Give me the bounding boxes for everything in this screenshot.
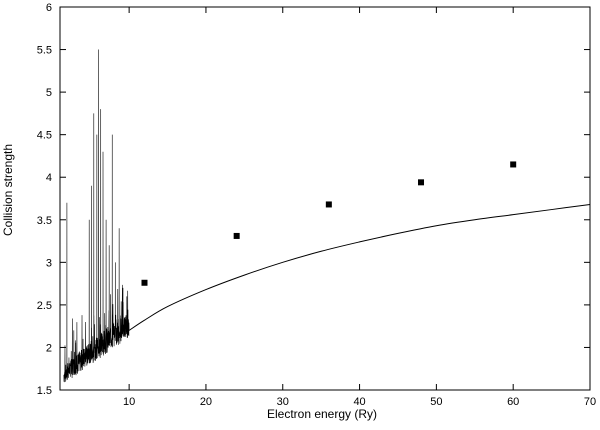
series-resonances	[63, 49, 130, 383]
series-line-smooth	[128, 203, 591, 331]
axis-ticks: 10 20 30 40 50 60 70 1.5 2 2.5 3 3.5 4 4.5 5 5.5 6	[37, 2, 596, 408]
y-tick-label: 6	[46, 2, 52, 14]
y-axis-title: Collision strength	[1, 144, 15, 236]
data-point-square	[325, 201, 332, 208]
data-point-square	[233, 232, 240, 239]
y-tick-label: 5	[46, 87, 52, 99]
y-tick-label: 2.5	[37, 300, 52, 312]
x-tick-label: 50	[430, 396, 442, 408]
plot-frame	[59, 6, 591, 391]
y-tick-label: 4	[46, 172, 52, 184]
y-tick-label: 4.5	[37, 130, 52, 142]
x-axis-title: Electron energy (Ry)	[267, 407, 377, 421]
y-tick-label: 1.5	[37, 385, 52, 397]
x-tick-label: 60	[507, 396, 519, 408]
y-tick-label: 5.5	[37, 45, 52, 57]
x-tick-label: 30	[277, 396, 289, 408]
x-tick-label: 40	[353, 396, 365, 408]
y-tick-label: 3	[46, 257, 52, 269]
y-tick-label: 2	[46, 342, 52, 354]
data-point-square	[418, 179, 425, 186]
x-tick-label: 10	[123, 396, 135, 408]
x-tick-label: 70	[584, 396, 596, 408]
series-group	[63, 49, 591, 383]
x-tick-label: 20	[200, 396, 212, 408]
data-point-square	[510, 161, 517, 168]
data-point-square	[141, 279, 148, 286]
y-tick-label: 3.5	[37, 215, 52, 227]
